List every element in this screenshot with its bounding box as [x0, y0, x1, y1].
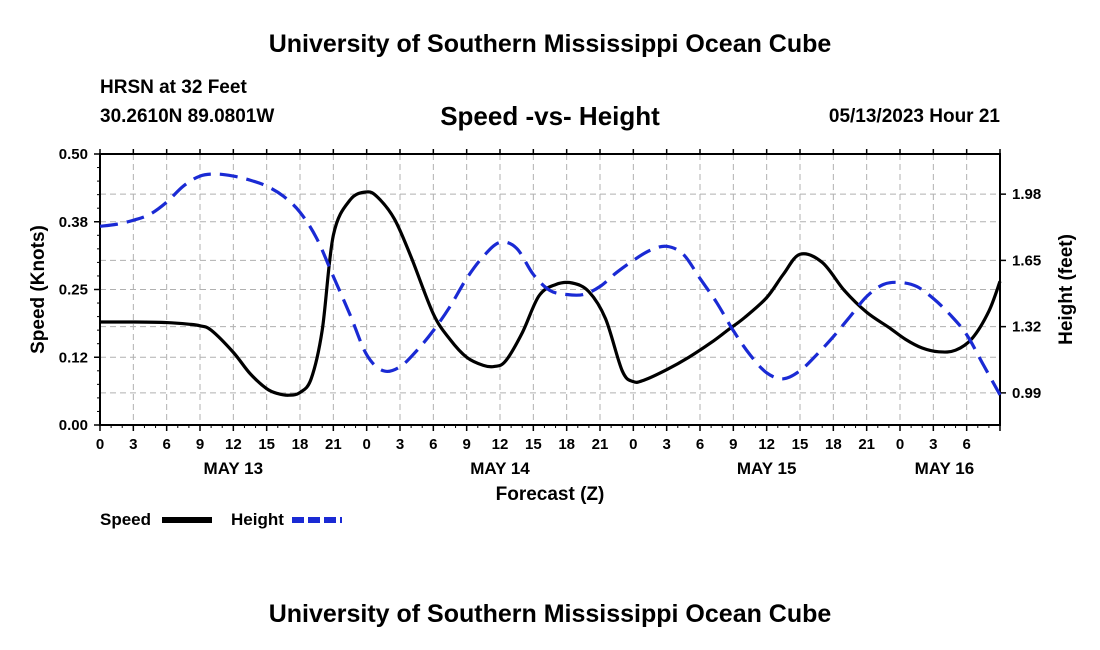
x-tick-label: 6 [162, 436, 170, 453]
x-tick-label: 0 [629, 436, 637, 453]
y2-tick-label: 1.65 [1012, 252, 1041, 269]
y2-tick-label: 0.99 [1012, 385, 1041, 402]
x-tick-label: 9 [462, 436, 470, 453]
y-tick-label: 0.25 [59, 282, 88, 299]
y2-tick-label: 1.32 [1012, 319, 1041, 336]
x-tick-label: 15 [525, 436, 542, 453]
x-tick-label: 18 [558, 436, 575, 453]
y-tick-label: 0.00 [59, 417, 88, 434]
legend-height-label: Height [231, 510, 284, 529]
x-tick-label: 18 [825, 436, 842, 453]
x-tick-label: 21 [592, 436, 609, 453]
date-label: MAY 14 [470, 459, 530, 478]
speed-height-chart: 0 3 6 9 12 15 18 21 0 3 6 9 12 15 18 21 0 3 6 9 12 15 18 21 0 3 6 M… [28, 146, 1077, 529]
speed-series-line [99, 190, 1002, 397]
x-tick-label: 3 [396, 436, 404, 453]
legend-speed-label: Speed [100, 510, 151, 529]
x-tick-label: 9 [196, 436, 204, 453]
station-coords: 30.2610N 89.0801W [100, 106, 275, 127]
x-tick-label: 15 [258, 436, 275, 453]
x-tick-label: 21 [325, 436, 342, 453]
x-tick-label: 0 [96, 436, 104, 453]
footer-title: University of Southern Mississippi Ocean… [268, 600, 832, 628]
x-tick-label: 18 [292, 436, 309, 453]
height-series-line [99, 172, 1002, 396]
x-tick-label: 6 [962, 436, 970, 453]
x-axis-title: Forecast (Z) [496, 484, 605, 505]
y-tick-label: 0.12 [59, 349, 88, 366]
x-tick-label: 21 [858, 436, 875, 453]
y-axis-title: Speed (Knots) [28, 225, 49, 354]
x-tick-label: 0 [896, 436, 904, 453]
main-title: University of Southern Mississippi Ocean… [268, 30, 832, 58]
y2-axis-title: Height (feet) [1056, 234, 1077, 345]
x-tick-label: 12 [225, 436, 242, 453]
x-tick-label: 6 [429, 436, 437, 453]
y-tick-label: 0.50 [59, 146, 88, 163]
x-tick-label: 9 [729, 436, 737, 453]
station-name: HRSN at 32 Feet [100, 77, 247, 98]
date-label: MAY 15 [737, 459, 797, 478]
chart-datetime: 05/13/2023 Hour 21 [828, 106, 1000, 127]
x-tick-label: 15 [792, 436, 809, 453]
x-tick-label: 12 [758, 436, 775, 453]
x-tick-label: 12 [492, 436, 509, 453]
x-tick-label: 3 [662, 436, 670, 453]
x-tick-label: 3 [929, 436, 937, 453]
y-tick-label: 0.38 [59, 214, 88, 231]
x-tick-label: 6 [696, 436, 704, 453]
y2-tick-label: 1.98 [1012, 186, 1041, 203]
chart-title: Speed -vs- Height [440, 101, 660, 131]
date-label: MAY 16 [915, 459, 975, 478]
x-tick-label: 3 [129, 436, 137, 453]
date-label: MAY 13 [204, 459, 264, 478]
x-tick-label: 0 [362, 436, 370, 453]
